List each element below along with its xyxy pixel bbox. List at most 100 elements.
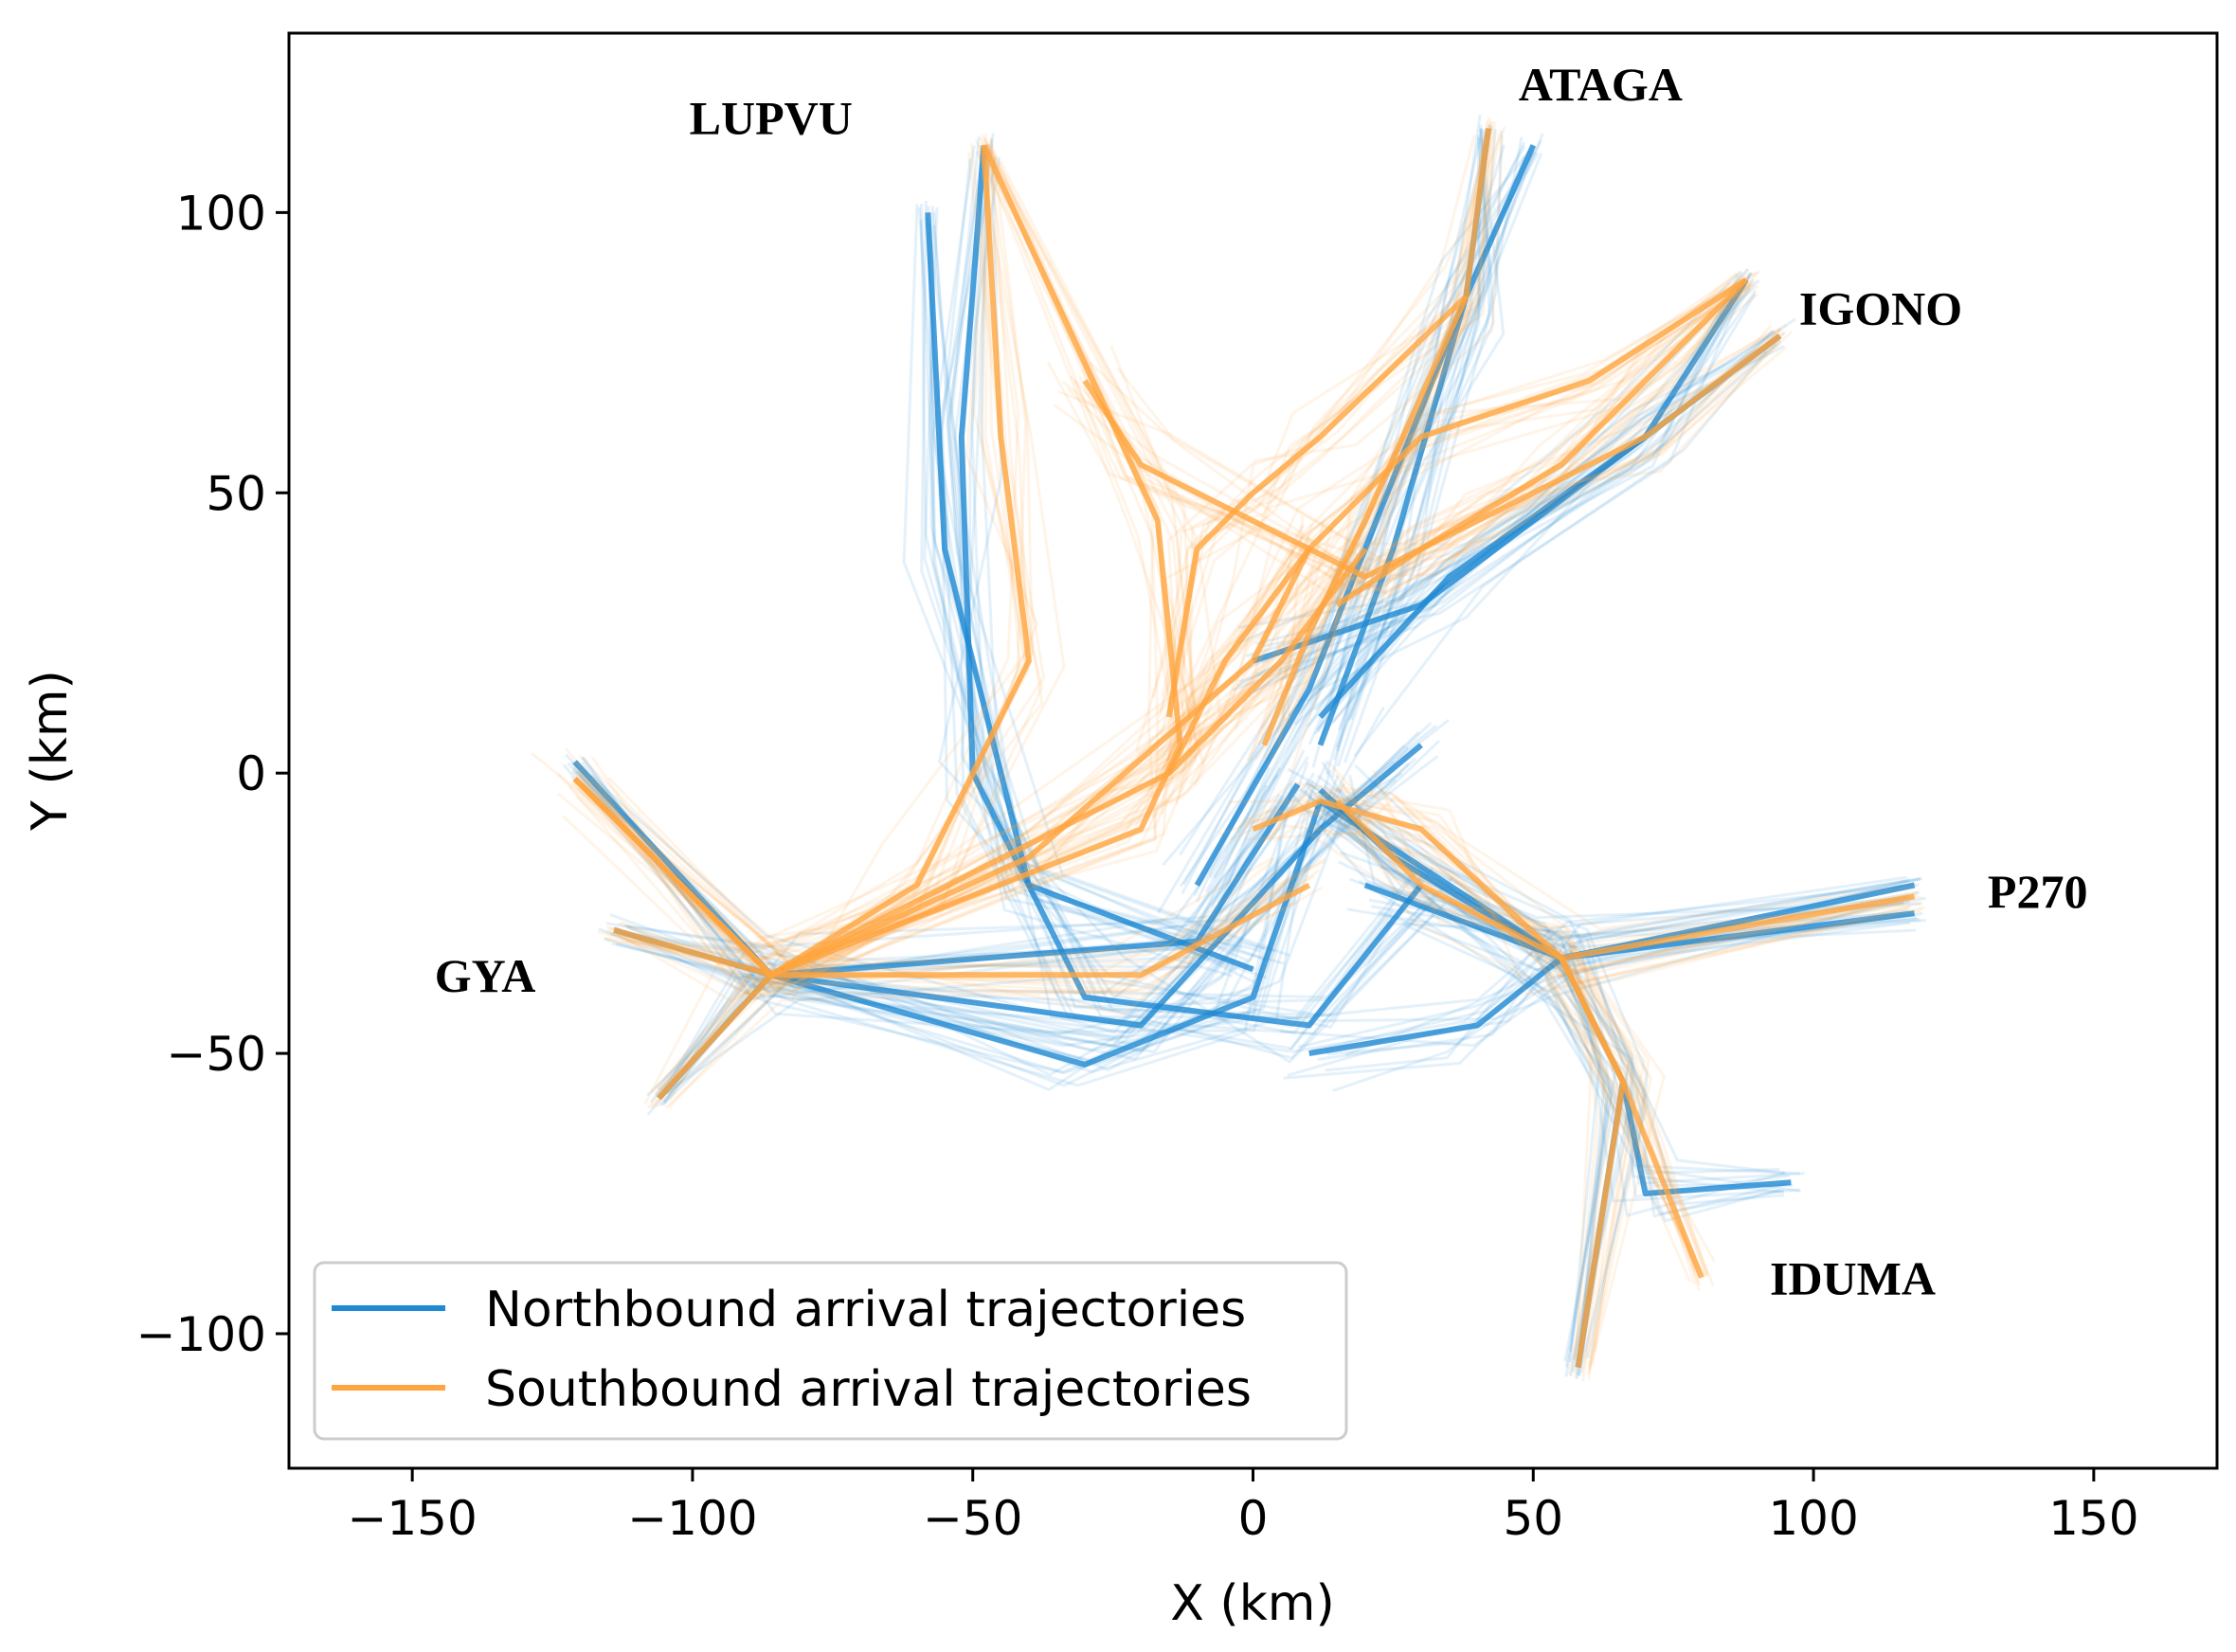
trajectory-line [1307,138,1491,745]
trajectory-line [931,145,1435,1017]
trajectory-route [657,882,1311,1101]
trajectory-line [1244,795,1911,989]
trajectory-line [656,856,1278,1108]
trajectory-line [811,143,1044,947]
trajectory-line [606,536,1311,995]
trajectory-line [1290,876,1921,1053]
trajectory-line [1179,126,1506,758]
trajectory-line [646,889,1275,1109]
trajectory-line [1208,149,1535,879]
trajectory-line [562,755,1439,1061]
trajectory-line [778,150,1066,971]
trajectory-line [625,784,1315,1036]
trajectory-line [612,783,1294,1087]
trajectory-line [1355,271,1741,588]
trajectory-line [1257,301,1475,745]
trajectory-line [664,886,1324,1109]
trajectory-line [1358,879,1609,1352]
trajectory-line [1287,877,1920,1077]
trajectory-line [1178,283,1752,793]
trajectory-line [663,773,1279,1104]
trajectory-line [657,865,1309,1098]
fix-label-gya: GYA [435,949,536,1002]
trajectory-line [1372,769,1666,1354]
trajectory-line [1151,294,1735,799]
trajectory-line [1087,346,1787,576]
trajectory-route [1082,333,1782,580]
trajectory-route [769,145,1032,978]
trajectory-line [1056,328,1782,568]
trajectory-line [1151,127,1494,699]
trajectory-line [1316,774,1784,1194]
trajectory-line [1166,135,1505,716]
trajectory-line [1162,153,1543,867]
trajectory-line [960,143,1428,1017]
x-tick-label: 0 [1238,1491,1269,1546]
trajectory-line [928,224,1249,962]
trajectory-line [967,149,1454,1060]
trajectory-line [1299,787,1800,1203]
trajectory-line [920,200,1275,953]
trajectory-line [1335,343,1777,698]
trajectory-route [1165,128,1491,718]
trajectory-line [1306,822,1624,1380]
trajectory-line [606,515,1305,997]
trajectory-line [1378,885,1649,1376]
trajectory-line [1580,980,1715,1287]
trajectory-line [1331,818,1800,1176]
trajectory-line [1263,307,1475,760]
trajectory-line [668,859,1326,1101]
trajectory-line [927,206,1234,978]
trajectory-line [1218,787,1910,985]
trajectory-line [1542,978,1709,1278]
trajectory-line [576,545,1357,987]
trajectory-line [1316,144,1506,733]
trajectory-line [928,222,1261,953]
trajectory-line [1211,133,1544,908]
trajectory-route [613,548,1312,979]
trajectory-line [576,520,1354,967]
trajectory-line [1356,838,1635,1366]
trajectory-line [970,145,1415,1020]
trajectory-line [1328,271,1758,577]
trajectory-line [1334,823,1780,1175]
trajectory-line [604,525,1304,953]
y-tick-label: 50 [206,466,266,521]
trajectory-route [1308,882,1916,1057]
y-axis: −100 −50 0 50 100 [136,186,289,1362]
trajectory-line [1245,793,1910,973]
legend: Northbound arrival trajectories Southbou… [313,1261,1348,1441]
trajectory-line [1298,896,1926,1049]
trajectory-line [1297,330,1774,704]
trajectory-line [605,806,1311,1074]
trajectory-line [649,782,1297,1104]
trajectory-line [940,148,1423,1035]
trajectory-line [1403,924,1616,1377]
trajectory-line [1532,948,1692,1284]
trajectory-line [1337,787,1781,1223]
trajectory-route [1261,295,1470,746]
trajectory-line [571,576,1396,963]
x-tick-label: −100 [627,1491,757,1546]
trajectory-line [1204,152,1540,893]
trajectory-line [1288,130,1504,717]
trajectory-line [1354,281,1750,586]
trajectory-line [1254,824,1923,947]
trajectory-line [1188,135,1476,742]
trajectory-line [1236,781,1919,979]
fix-label-p270: P270 [1988,865,2088,918]
trajectory-line [666,766,1281,1096]
trajectory-line [1145,278,1746,798]
trajectory-line [1318,801,1905,968]
y-tick-label: −50 [166,1027,266,1082]
trajectory-line [614,803,1349,1074]
trajectory-line [616,565,1322,986]
trajectory-line [1339,281,1755,588]
y-axis-label: Y (km) [22,670,79,832]
trajectory-line [571,529,1386,986]
fix-annotations: LUPVU ATAGA IGONO P270 GYA IDUMA [435,58,2088,1305]
x-tick-label: −150 [347,1491,477,1546]
trajectory-line [778,137,1034,975]
trajectory-line [1313,340,1775,736]
trajectory-line [1287,767,1785,1175]
